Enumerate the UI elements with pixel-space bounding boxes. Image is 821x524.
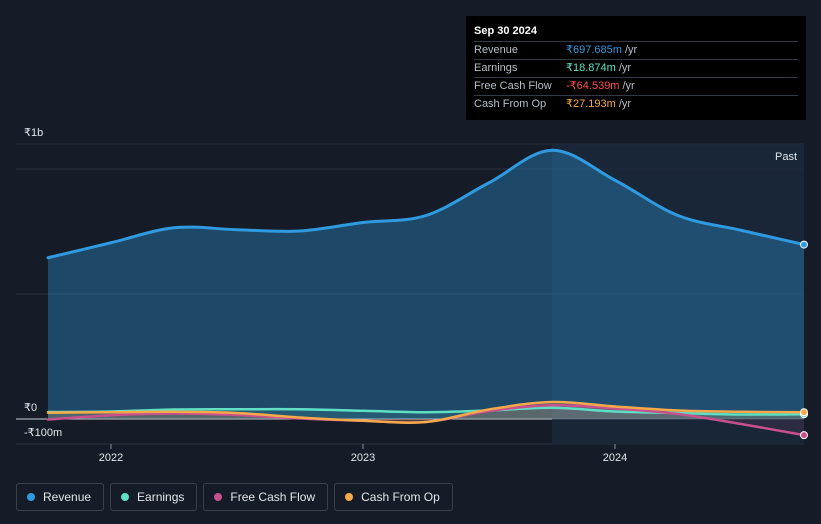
cash-from-op-dot-icon	[345, 493, 354, 501]
tooltip-value: ₹27.193m	[566, 98, 616, 110]
revenue-line	[46, 148, 806, 260]
past-label: Past	[775, 151, 797, 163]
legend-label: Revenue	[43, 490, 92, 504]
tooltip-label: Earnings	[474, 62, 518, 74]
revenue-dot-icon	[27, 493, 35, 501]
tooltip-panel: Sep 30 2024 Revenue ₹697.685m /yr Earnin…	[466, 16, 806, 120]
tooltip-unit: /yr	[622, 80, 635, 92]
tooltip-value: ₹18.874m	[566, 62, 616, 74]
legend: Revenue Earnings Free Cash Flow Cash Fro…	[16, 483, 453, 511]
tooltip-row-cash-from-op: Cash From Op ₹27.193m /yr	[474, 95, 798, 113]
y-tick-label: -₹100m	[24, 427, 62, 439]
tooltip-unit: /yr	[618, 62, 632, 74]
series-lines	[46, 148, 806, 437]
x-tick-label: 2022	[99, 452, 123, 464]
tooltip-date: Sep 30 2024	[474, 25, 537, 37]
free-cash-flow-end-marker	[800, 431, 808, 440]
tooltip-unit: /yr	[624, 44, 638, 56]
legend-label: Earnings	[137, 490, 185, 504]
end-markers	[800, 240, 808, 440]
cash-from-op-line	[46, 400, 806, 424]
revenue-end-marker	[800, 240, 808, 249]
legend-label: Free Cash Flow	[230, 490, 316, 504]
tooltip-label: Free Cash Flow	[474, 80, 552, 92]
y-tick-label: ₹0	[24, 402, 37, 414]
tooltip-unit: /yr	[618, 98, 632, 110]
tooltip-label: Revenue	[474, 44, 519, 56]
x-tick-label: 2023	[351, 452, 375, 464]
x-axis-ticks: 2022 2023 2024	[99, 444, 627, 464]
legend-item-revenue[interactable]: Revenue	[16, 483, 105, 511]
legend-item-cash-from-op[interactable]: Cash From Op	[334, 483, 453, 511]
x-tick-label: 2024	[603, 452, 627, 464]
chart-area: Past ₹1b ₹0 -₹100m 2022 2023 2024	[16, 127, 808, 464]
tooltip-label: Cash From Op	[474, 98, 547, 110]
legend-label: Cash From Op	[361, 490, 440, 504]
tooltip-row-revenue: Revenue ₹697.685m /yr	[474, 41, 798, 59]
tooltip-row-earnings: Earnings ₹18.874m /yr	[474, 59, 798, 77]
free-cash-flow-dot-icon	[214, 493, 223, 501]
y-tick-label: ₹1b	[24, 127, 43, 139]
past-region-shade	[552, 144, 804, 444]
cash-from-op-end-marker	[800, 408, 808, 417]
tooltip-value: -₹64.539m	[566, 80, 620, 92]
tooltip-value: ₹697.685m	[566, 44, 622, 56]
earnings-dot-icon	[121, 493, 130, 501]
legend-item-free-cash-flow[interactable]: Free Cash Flow	[203, 483, 329, 511]
tooltip-row-free-cash-flow: Free Cash Flow -₹64.539m /yr	[474, 77, 798, 95]
revenue-area	[48, 150, 804, 419]
y-axis-ticks: ₹1b ₹0 -₹100m	[24, 127, 62, 439]
legend-item-earnings[interactable]: Earnings	[110, 483, 198, 511]
